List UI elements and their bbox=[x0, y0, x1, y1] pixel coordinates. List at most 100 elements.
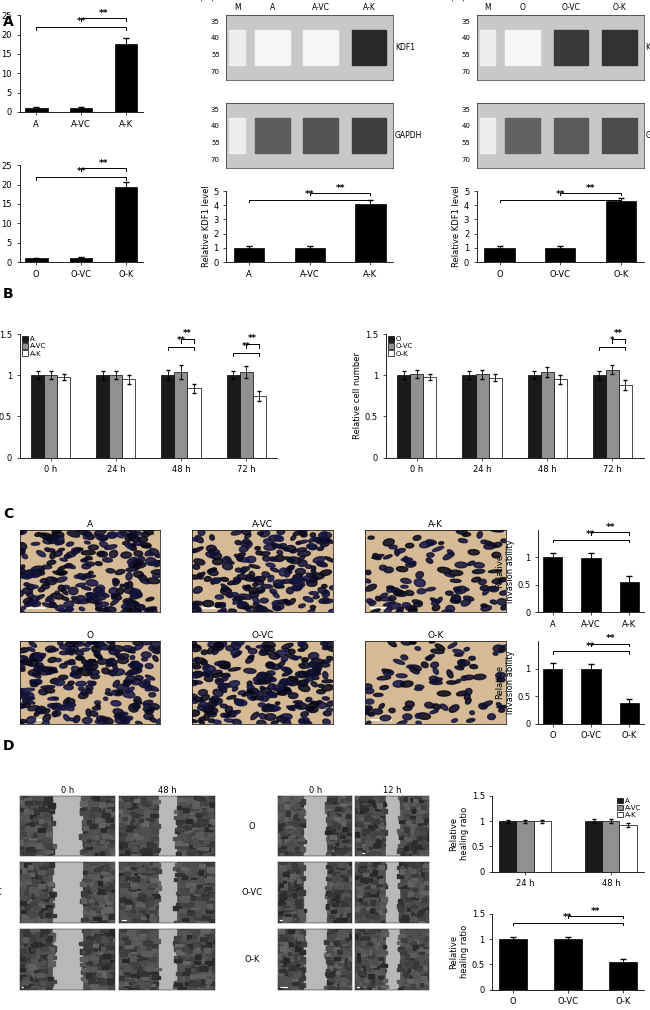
Ellipse shape bbox=[20, 607, 26, 610]
Bar bbox=[33, 808, 40, 811]
Bar bbox=[187, 883, 195, 888]
Bar bbox=[425, 892, 430, 894]
Bar bbox=[484, 247, 515, 263]
Bar bbox=[94, 941, 101, 944]
Bar bbox=[296, 941, 302, 945]
Ellipse shape bbox=[285, 601, 291, 605]
Ellipse shape bbox=[66, 641, 75, 646]
Bar bbox=[365, 929, 369, 933]
Ellipse shape bbox=[124, 680, 131, 686]
Ellipse shape bbox=[18, 667, 25, 672]
Bar bbox=[104, 940, 112, 944]
Ellipse shape bbox=[50, 551, 56, 559]
Bar bbox=[376, 845, 382, 850]
Bar bbox=[107, 980, 113, 985]
Bar bbox=[366, 813, 372, 817]
Bar bbox=[96, 958, 102, 964]
Text: 55: 55 bbox=[462, 140, 470, 146]
Bar bbox=[329, 870, 332, 874]
Bar bbox=[330, 835, 335, 838]
Bar bbox=[554, 117, 588, 154]
Bar bbox=[378, 956, 383, 959]
Bar bbox=[31, 376, 44, 458]
Bar bbox=[203, 892, 212, 896]
Bar bbox=[103, 953, 110, 957]
Ellipse shape bbox=[232, 580, 240, 585]
Ellipse shape bbox=[259, 696, 268, 701]
Bar bbox=[419, 895, 424, 900]
Bar bbox=[327, 810, 332, 814]
Bar bbox=[25, 977, 32, 980]
Bar bbox=[399, 870, 404, 873]
Bar bbox=[398, 989, 402, 991]
Bar bbox=[356, 824, 359, 828]
Ellipse shape bbox=[248, 648, 257, 653]
Bar bbox=[376, 958, 382, 963]
Bar bbox=[343, 897, 346, 902]
Bar bbox=[357, 883, 363, 885]
Ellipse shape bbox=[304, 576, 309, 580]
Bar bbox=[36, 866, 42, 868]
Bar bbox=[118, 845, 122, 849]
Bar bbox=[294, 814, 298, 818]
Ellipse shape bbox=[227, 581, 235, 585]
Ellipse shape bbox=[33, 570, 44, 574]
Ellipse shape bbox=[66, 606, 73, 611]
Ellipse shape bbox=[303, 579, 314, 583]
Bar bbox=[352, 29, 386, 66]
Ellipse shape bbox=[25, 700, 35, 704]
Bar bbox=[376, 978, 382, 983]
Bar bbox=[365, 928, 369, 932]
Bar bbox=[385, 796, 399, 856]
Bar bbox=[368, 809, 373, 813]
Bar bbox=[421, 805, 424, 810]
Ellipse shape bbox=[401, 654, 408, 660]
Bar bbox=[338, 824, 343, 829]
Bar bbox=[190, 976, 198, 978]
Bar bbox=[326, 947, 332, 950]
Text: **: ** bbox=[76, 168, 86, 177]
Bar bbox=[400, 797, 404, 801]
Ellipse shape bbox=[280, 580, 294, 583]
Text: **: ** bbox=[335, 184, 345, 193]
Ellipse shape bbox=[263, 678, 274, 682]
Ellipse shape bbox=[278, 543, 287, 547]
Bar bbox=[278, 929, 284, 932]
Ellipse shape bbox=[189, 575, 200, 579]
Bar bbox=[96, 974, 101, 977]
Bar bbox=[28, 937, 36, 940]
Bar bbox=[359, 807, 366, 810]
Bar bbox=[288, 885, 292, 890]
Ellipse shape bbox=[155, 554, 161, 558]
Bar bbox=[103, 939, 107, 942]
Ellipse shape bbox=[88, 572, 93, 574]
Bar bbox=[343, 893, 347, 897]
Bar bbox=[399, 916, 405, 921]
Text: **: ** bbox=[555, 190, 565, 199]
Bar bbox=[111, 972, 117, 977]
Bar bbox=[98, 987, 106, 991]
Bar bbox=[31, 802, 39, 806]
Bar bbox=[276, 839, 281, 843]
Bar bbox=[358, 821, 361, 823]
Bar bbox=[405, 930, 410, 934]
Bar bbox=[36, 875, 41, 879]
Ellipse shape bbox=[454, 586, 467, 594]
Bar bbox=[280, 971, 286, 975]
Bar bbox=[344, 841, 349, 845]
Bar bbox=[374, 967, 381, 970]
Ellipse shape bbox=[221, 674, 229, 678]
Bar bbox=[400, 870, 406, 874]
Bar bbox=[357, 893, 363, 897]
Bar bbox=[282, 836, 287, 840]
Bar bbox=[20, 797, 26, 801]
Bar bbox=[408, 910, 412, 914]
Bar bbox=[150, 973, 158, 975]
Ellipse shape bbox=[113, 681, 120, 687]
Bar bbox=[120, 883, 128, 887]
Bar bbox=[361, 919, 367, 923]
Bar bbox=[143, 951, 151, 955]
Bar bbox=[373, 862, 380, 865]
Bar bbox=[295, 874, 299, 877]
Ellipse shape bbox=[57, 572, 67, 575]
